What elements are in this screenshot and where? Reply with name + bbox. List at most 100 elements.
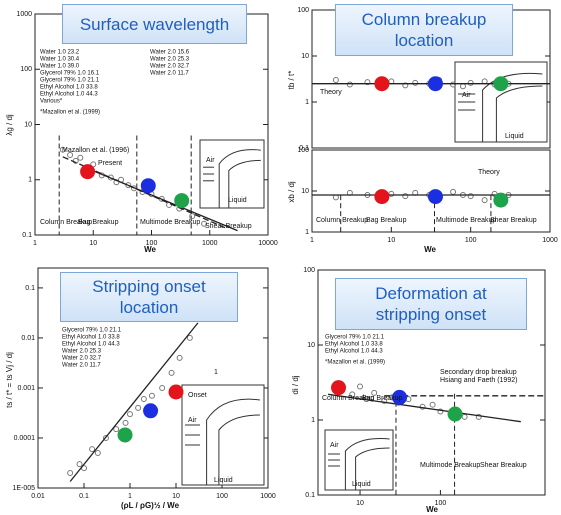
x-axis-label: (ρL / ρG)½ / We [121,501,180,510]
legend-row: Water 1.0 23.2 [40,50,80,56]
y-tick-label: 10 [24,121,32,128]
y-axis-label: λg / dj [5,114,14,136]
annotation: 1 [214,369,218,376]
inset-jet [218,149,261,208]
data-point [450,188,457,195]
plot-frame [37,267,269,489]
legend-row: Water 2.0 32.7 [150,64,190,70]
data-point [189,213,196,220]
annotation: Liquid [214,477,233,484]
highlight-point [143,403,159,419]
y-axis-label: tb / t* [287,71,296,90]
data-point [148,392,155,399]
data-point [159,384,166,391]
legend-row: Glycerol 79% 1.0 16.1 [40,71,100,77]
y-tick-label: 100 [303,267,315,274]
data-point [467,193,474,200]
data-point [67,152,74,159]
plot-frame [317,269,546,496]
annotation: Air [188,417,197,424]
highlight-point [427,76,443,92]
y-tick-label: 0.1 [22,232,32,239]
annotation: Column Breakup [40,219,92,226]
inset-jet [495,85,543,142]
highlight-point [493,76,509,92]
data-point [113,426,120,433]
x-tick-label: 1 [310,237,314,244]
annotation: Shear Breakup [480,462,527,469]
highlight-point [493,192,509,208]
y-tick-label: 1 [311,417,315,424]
highlight-point [392,389,408,405]
y-axis-label: di / dj [291,375,300,394]
data-point [481,197,488,204]
annotation: Bag Breakup [78,219,119,226]
legend-row: Ethyl Alcohol 1.0 44.3 [40,92,98,98]
y-tick-label: 1000 [16,11,32,18]
inset-jet [228,159,261,208]
legend-row: Water 2.0 11.7 [150,71,189,77]
y-tick-label: 0.0001 [14,435,36,442]
chart-title: Deformation at stripping onset [335,278,527,330]
y-tick-label: 0.001 [17,385,35,392]
legend-row: Water 2.0 15.6 [150,50,190,56]
x-tick-label: 0.01 [31,493,45,500]
inset-jet [344,438,390,490]
x-tick-label: 1 [128,493,132,500]
highlight-point [374,189,390,205]
y-tick-label: 0.1 [305,492,315,499]
annotation: Column Breakup [316,217,368,224]
x-tick-label: 1000 [202,240,218,247]
y-tick-label: 100 [297,7,309,14]
legend-row: Ethyl Alcohol 1.0 33.8 [62,335,120,341]
inset-jet [218,414,260,485]
highlight-point [117,427,133,443]
data-point [76,461,83,468]
data-point [122,419,129,426]
data-point [364,79,371,86]
data-point [102,434,109,441]
annotation: Onset [188,392,207,399]
data-point [94,450,101,457]
y-tick-label: 1 [305,99,309,106]
data-point [371,389,378,396]
highlight-point [447,406,463,422]
data-point [140,396,147,403]
data-point [402,193,409,200]
x-tick-label: 10 [172,493,180,500]
data-point [59,146,66,153]
data-point [461,413,468,420]
y-tick-label: 10 [301,188,309,195]
data-point [127,411,133,418]
annotation: Hsiang and Faeth (1992) [440,377,517,384]
data-point [332,77,339,84]
footnote: *Mazallon et al. (1999) [40,110,100,116]
x-tick-label: 100 [435,500,447,507]
data-point [67,469,74,476]
y-tick-label: 1 [305,229,309,236]
y-tick-label: 10 [307,342,315,349]
annotation: Liquid [352,481,371,488]
inset-jet [355,447,390,490]
highlight-point [80,164,96,180]
footnote: *Mazallon et al. (1999) [325,360,385,366]
y-tick-label: 0.01 [21,335,35,342]
y-tick-label: 1 [28,177,32,184]
legend-row: Water 2.0 25.3 [150,57,190,63]
annotation: Air [206,157,215,164]
legend-row: Water 2.0 11.7 [62,363,101,369]
data-point [437,408,444,415]
x-tick-label: 10000 [258,240,278,247]
inset-jet [206,398,260,485]
data-point [381,397,388,404]
annotation: Theory [320,89,342,96]
legend-row: Various* [40,99,63,105]
x-tick-label: 0.1 [79,493,89,500]
annotation: Present [98,160,122,167]
y-axis-label: xb / dj [287,181,296,203]
y-tick-label: 0.1 [25,285,35,292]
annotation: Shear Breakup [490,217,537,224]
x-tick-label: 1 [33,240,37,247]
annotation: Shear Breakup [205,223,252,230]
